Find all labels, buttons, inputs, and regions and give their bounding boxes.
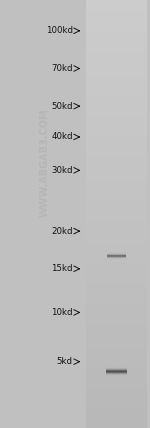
Text: 100kd: 100kd [46, 26, 73, 36]
Text: 30kd: 30kd [51, 166, 73, 175]
Text: 15kd: 15kd [51, 264, 73, 273]
Text: 70kd: 70kd [51, 64, 73, 73]
Text: 10kd: 10kd [51, 308, 73, 317]
Text: 5kd: 5kd [57, 357, 73, 366]
Text: 20kd: 20kd [51, 226, 73, 236]
Text: 50kd: 50kd [51, 101, 73, 111]
Text: 40kd: 40kd [51, 132, 73, 142]
Text: WWW.ABGAB3.COM: WWW.ABGAB3.COM [40, 108, 50, 217]
